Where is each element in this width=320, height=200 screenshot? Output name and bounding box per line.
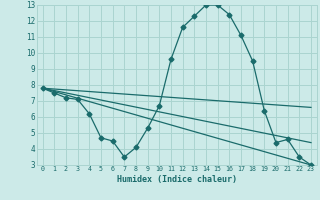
X-axis label: Humidex (Indice chaleur): Humidex (Indice chaleur) <box>117 175 237 184</box>
